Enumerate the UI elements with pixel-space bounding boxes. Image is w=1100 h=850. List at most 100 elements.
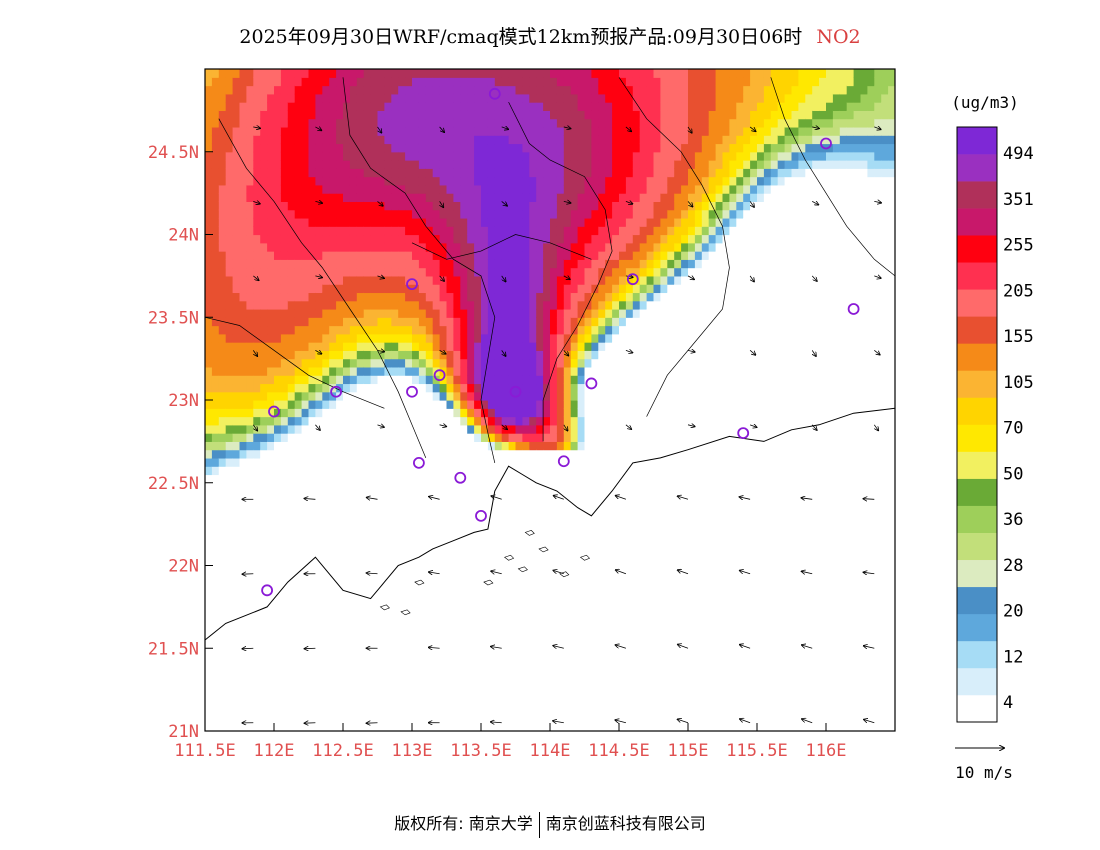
legend-swatch [957, 289, 997, 317]
legend-label: 4 [1003, 693, 1013, 713]
wind-arrow [553, 646, 564, 649]
legend-swatch [957, 235, 997, 263]
title-main: 2025年09月30日WRF/cmaq模式12km预报产品:09月30日06时 [239, 26, 803, 48]
wind-arrow [863, 499, 875, 500]
wind-arrow [740, 571, 751, 575]
legend-swatch [957, 316, 997, 344]
wind-arrow [678, 645, 689, 649]
wind-arrow [678, 496, 689, 500]
legend-swatch [957, 586, 997, 615]
lat-label: 24N [168, 226, 199, 246]
wind-arrow [429, 572, 440, 574]
wind-arrow [749, 275, 754, 282]
lon-label: 114.5E [588, 741, 649, 761]
color-legend: 494 351 255 205 155 105 70 50 36 28 20 12 4 [956, 126, 1034, 723]
station-marker [488, 87, 501, 100]
station-marker [406, 385, 418, 398]
latitude-axis: 24.5N 24N 23.5N 23N 22.5N 22N 21.5N 21N [148, 143, 213, 742]
lat-label: 22.5N [148, 474, 199, 494]
wind-arrow [253, 275, 258, 280]
wind-arrow [439, 425, 447, 427]
border-line [205, 316, 385, 409]
wind-arrow [553, 721, 564, 723]
border-line [218, 118, 427, 459]
wind-scale: 10 m/s [955, 748, 1013, 782]
station-marker [454, 471, 467, 484]
station-marker [406, 278, 418, 291]
wind-arrow [501, 350, 506, 356]
legend-label: 494 [1003, 144, 1034, 164]
wind-arrow [801, 498, 813, 500]
station-marker [737, 427, 750, 440]
station-marker [847, 303, 860, 315]
map-title: 2025年09月30日WRF/cmaq模式12km预报产品:09月30日06时 N… [0, 22, 1100, 49]
wind-arrow [625, 424, 631, 429]
wind-arrow [563, 350, 569, 355]
legend-swatch [957, 559, 997, 588]
wind-arrow [687, 276, 694, 280]
wind-arrow [563, 127, 571, 129]
wind-arrow [802, 719, 813, 724]
wind-scale-label: 10 m/s [955, 763, 1013, 782]
border-line [770, 77, 895, 277]
legend-label: 351 [1003, 190, 1034, 210]
wind-arrow [501, 275, 506, 282]
wind-arrow [749, 201, 754, 207]
concentration-field [205, 69, 895, 731]
wind-arrow [501, 424, 507, 429]
island [559, 571, 570, 578]
wind-arrow [616, 496, 627, 500]
credit-divider [538, 811, 540, 838]
station-marker [261, 584, 274, 597]
legend-swatch [957, 370, 997, 398]
island [414, 579, 425, 586]
legend-swatch [957, 613, 997, 642]
island [538, 546, 549, 553]
coastline [205, 407, 895, 641]
credit-left: 版权所有: 南京大学 [394, 814, 533, 833]
lat-label: 21.5N [148, 639, 199, 659]
wind-arrow [864, 720, 875, 724]
legend-label: 255 [1003, 236, 1034, 256]
legend-label: 20 [1003, 602, 1023, 622]
island [503, 554, 515, 561]
wind-arrow [687, 201, 693, 206]
station-marker [509, 385, 522, 398]
legend-swatch [957, 478, 997, 506]
island [400, 609, 411, 616]
legend-unit: (ug/m3) [951, 93, 1018, 112]
wind-arrow [491, 722, 502, 723]
legend-label: 28 [1003, 556, 1023, 576]
wind-arrow [749, 126, 756, 131]
wind-arrow [367, 498, 378, 500]
wind-arrow [253, 201, 260, 203]
wind-arrow [553, 570, 564, 575]
admin-borders [205, 77, 895, 463]
wind-arrow [811, 424, 817, 430]
wind-arrow [812, 127, 819, 129]
legend-swatch [957, 532, 997, 561]
lon-label: 115.5E [726, 741, 787, 761]
border-line [508, 101, 613, 442]
wind-arrow [740, 719, 751, 724]
wind-arrow [315, 276, 322, 278]
wind-arrow [315, 201, 322, 203]
wind-arrow [864, 646, 875, 648]
wind-arrow [315, 424, 320, 430]
wind-arrow [315, 350, 321, 353]
title-pollutant: NO2 [816, 26, 861, 48]
wind-arrow [863, 572, 875, 573]
legend-swatch [957, 127, 997, 155]
island [524, 530, 535, 536]
lon-label: 116E [806, 741, 847, 761]
wind-arrow [252, 424, 257, 431]
border-line [411, 234, 592, 260]
wind-arrow [874, 201, 881, 202]
legend-swatch [957, 640, 997, 669]
wind-arrow [564, 424, 568, 431]
wind-arrow [242, 648, 254, 649]
wind-arrow [687, 350, 695, 352]
wind-arrow [491, 647, 502, 649]
wind-arrow [811, 275, 817, 281]
wind-arrow [429, 647, 440, 648]
